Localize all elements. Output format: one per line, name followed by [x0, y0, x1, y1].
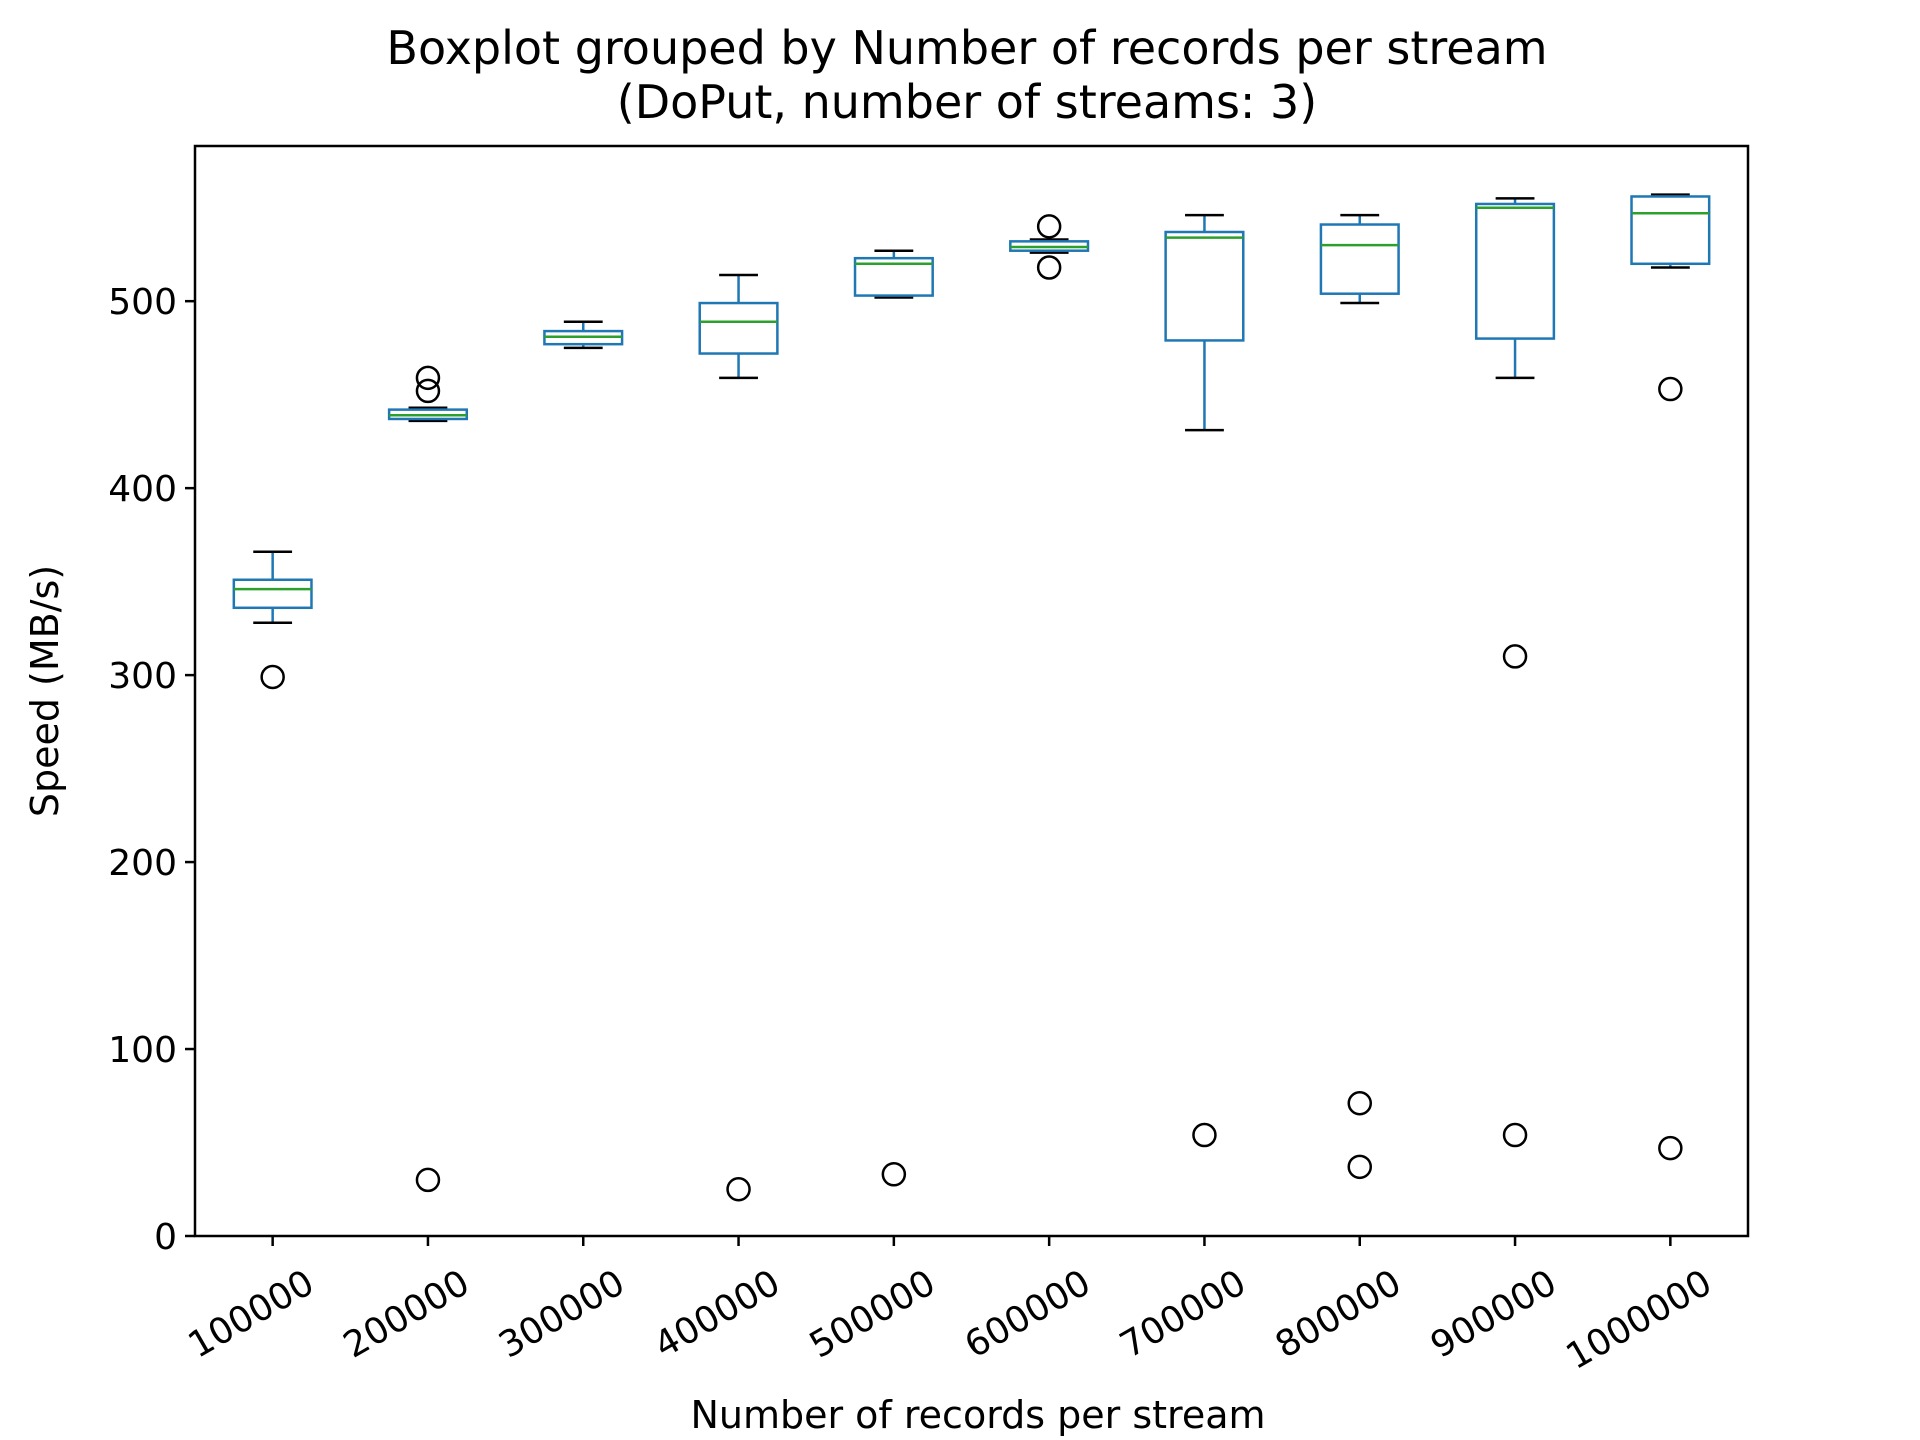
outlier-point — [1036, 255, 1062, 280]
chart-subtitle: (DoPut, number of streams: 3) — [617, 75, 1318, 129]
x-tick-label: 200000 — [337, 1262, 477, 1366]
box-group-100000 — [232, 550, 313, 690]
box-iqr — [1474, 202, 1556, 340]
outlier-point — [415, 1167, 441, 1193]
box-iqr — [232, 578, 313, 610]
outlier-point — [415, 365, 441, 391]
outlier-point — [1192, 1122, 1217, 1148]
box-iqr — [1630, 195, 1711, 266]
y-tick-label: 300 — [108, 656, 177, 697]
x-tick-label: 1000000 — [1559, 1262, 1718, 1378]
box-group-700000 — [1164, 213, 1245, 1148]
plot-area — [232, 193, 1711, 1202]
x-tick-label: 700000 — [1113, 1262, 1253, 1366]
box-group-300000 — [543, 320, 624, 350]
outlier-point — [1036, 214, 1062, 239]
outlier-point — [881, 1162, 907, 1187]
box-group-1000000 — [1630, 193, 1711, 1161]
x-axis: 100000 200000 300000 400000 500000 600000 7000… — [182, 1236, 1719, 1378]
box-group-600000 — [1009, 214, 1090, 280]
x-tick-label: 900000 — [1424, 1262, 1564, 1366]
y-tick-label: 500 — [108, 282, 177, 323]
box-group-500000 — [853, 249, 934, 1187]
chart-title: Boxplot grouped by Number of records per… — [386, 21, 1547, 75]
y-axis: 0 100 200 300 400 500 — [108, 282, 195, 1258]
box-iqr — [1164, 230, 1245, 342]
box-group-800000 — [1319, 213, 1400, 1180]
outlier-point — [1502, 1122, 1528, 1148]
plot-frame — [193, 144, 1750, 1238]
outlier-point — [726, 1177, 751, 1202]
box-group-200000 — [387, 365, 469, 1193]
box-iqr — [853, 256, 934, 297]
x-axis-label: Number of records per stream — [690, 1393, 1265, 1437]
x-tick-label: 400000 — [648, 1262, 788, 1366]
x-tick-label: 500000 — [803, 1262, 943, 1366]
box-iqr — [1319, 223, 1400, 295]
y-tick-label: 0 — [154, 1217, 177, 1258]
outlier-point — [260, 664, 285, 690]
y-tick-label: 200 — [108, 843, 177, 884]
x-tick-label: 100000 — [182, 1262, 322, 1366]
outlier-point — [415, 378, 441, 404]
outlier-point — [1658, 376, 1683, 402]
x-tick-label: 800000 — [1269, 1262, 1409, 1366]
y-tick-label: 400 — [108, 469, 177, 510]
y-axis-label: Speed (MB/s) — [23, 565, 67, 817]
outlier-point — [1658, 1135, 1683, 1161]
x-tick-label: 300000 — [492, 1262, 632, 1366]
x-tick-label: 600000 — [958, 1262, 1098, 1366]
outlier-point — [1502, 644, 1528, 669]
box-group-900000 — [1474, 197, 1556, 1148]
outlier-point — [1347, 1091, 1372, 1116]
y-tick-label: 100 — [108, 1030, 177, 1071]
outlier-point — [1347, 1154, 1372, 1180]
box-iqr — [698, 301, 779, 355]
box-group-400000 — [698, 273, 779, 1202]
